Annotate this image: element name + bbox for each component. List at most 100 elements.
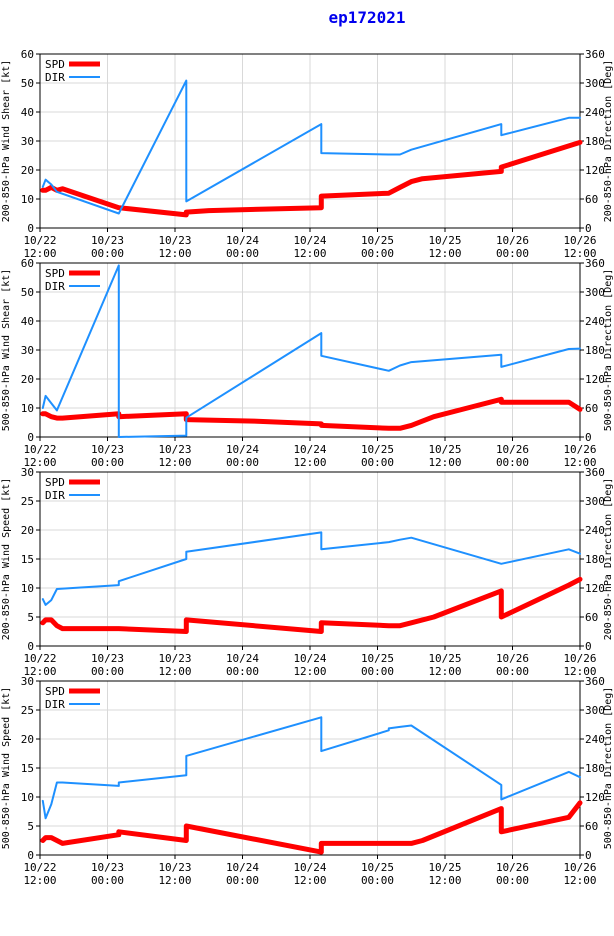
plot-frame (39, 471, 581, 647)
xtick-label: 10/24 (226, 652, 259, 665)
chart-title: ep172021 (328, 8, 406, 27)
xtick-label: 10/22 (23, 861, 56, 874)
plot-frame (39, 680, 581, 856)
ytick-right-label: 360 (585, 675, 605, 688)
xtick-label: 10/25 (361, 652, 394, 665)
ytick-right-label: 300 (585, 286, 605, 299)
xtick-label: 12:00 (563, 874, 596, 887)
xtick-label: 12:00 (23, 456, 56, 469)
ytick-left-label: 10 (21, 402, 34, 415)
xtick-label: 10/24 (293, 652, 326, 665)
ytick-right-label: 60 (585, 193, 598, 206)
xtick-label: 00:00 (496, 665, 529, 678)
ytick-left-label: 20 (21, 373, 34, 386)
xtick-label: 12:00 (428, 665, 461, 678)
ytick-right-label: 0 (585, 640, 592, 653)
series-spd-line (40, 576, 583, 634)
xtick-label: 10/25 (361, 443, 394, 456)
ytick-right-label: 180 (585, 135, 605, 148)
xtick-label: 10/24 (293, 234, 326, 247)
ytick-right-label: 360 (585, 48, 605, 61)
ytick-left-label: 30 (21, 675, 34, 688)
xtick-label: 12:00 (293, 247, 326, 260)
xtick-label: 10/24 (226, 861, 259, 874)
xtick-label: 10/23 (158, 443, 191, 456)
y-axis-label-left: 500-850-hPa Wind Speed [kt] (1, 687, 12, 850)
xtick-label: 00:00 (226, 665, 259, 678)
xtick-label: 00:00 (361, 874, 394, 887)
legend-label: SPD (45, 58, 65, 71)
xtick-label: 10/23 (91, 652, 124, 665)
y-axis-label-left: 200-850-hPa Wind Shear [kt] (1, 60, 12, 223)
y-axis-label-right: 500-850-hPa Direction [Deg] (603, 687, 614, 850)
ytick-left-label: 30 (21, 466, 34, 479)
ytick-right-label: 60 (585, 820, 598, 833)
xtick-label: 10/23 (158, 861, 191, 874)
xtick-label: 10/26 (563, 652, 596, 665)
series-dir-line (41, 264, 581, 438)
ytick-right-label: 60 (585, 611, 598, 624)
series-spd-line (40, 800, 583, 855)
legend-label: SPD (45, 267, 65, 280)
xtick-label: 12:00 (23, 247, 56, 260)
xtick-label: 10/23 (91, 443, 124, 456)
ytick-right-label: 120 (585, 791, 605, 804)
xtick-label: 00:00 (91, 665, 124, 678)
ytick-left-label: 15 (21, 553, 34, 566)
xtick-label: 10/24 (226, 443, 259, 456)
panel-1: 010203040506006012018024030036010/2212:0… (1, 48, 614, 260)
series-dir-line (41, 716, 581, 820)
xtick-label: 10/26 (496, 652, 529, 665)
ytick-right-label: 240 (585, 524, 605, 537)
y-axis-label-right: 500-850-hPa Direction [Deg] (603, 269, 614, 432)
xtick-label: 00:00 (91, 456, 124, 469)
panel-3: 05101520253006012018024030036010/2212:00… (1, 466, 614, 678)
ytick-left-label: 60 (21, 48, 34, 61)
xtick-label: 10/23 (91, 861, 124, 874)
xtick-label: 12:00 (293, 456, 326, 469)
xtick-label: 10/24 (293, 861, 326, 874)
ytick-right-label: 180 (585, 553, 605, 566)
xtick-label: 10/25 (361, 234, 394, 247)
xtick-label: 12:00 (23, 874, 56, 887)
ytick-left-label: 5 (27, 611, 34, 624)
xtick-label: 10/24 (226, 234, 259, 247)
ytick-right-label: 0 (585, 222, 592, 235)
y-axis-label-right: 200-850-hPa Direction [Deg] (603, 478, 614, 641)
xtick-label: 10/25 (428, 234, 461, 247)
legend-label: SPD (45, 685, 65, 698)
ytick-left-label: 50 (21, 286, 34, 299)
xtick-label: 00:00 (226, 247, 259, 260)
y-axis-label-right: 200-850-hPa Direction [Deg] (603, 60, 614, 223)
ytick-left-label: 20 (21, 524, 34, 537)
xtick-label: 12:00 (428, 247, 461, 260)
ytick-right-label: 300 (585, 704, 605, 717)
ytick-right-label: 120 (585, 164, 605, 177)
xtick-label: 10/25 (361, 861, 394, 874)
ytick-left-label: 0 (27, 431, 34, 444)
ytick-left-label: 20 (21, 164, 34, 177)
xtick-label: 00:00 (496, 247, 529, 260)
ytick-left-label: 60 (21, 257, 34, 270)
xtick-label: 10/25 (428, 443, 461, 456)
xtick-label: 10/26 (496, 861, 529, 874)
panel-2: 010203040506006012018024030036010/2212:0… (1, 257, 614, 469)
xtick-label: 10/24 (293, 443, 326, 456)
xtick-label: 00:00 (496, 456, 529, 469)
ytick-left-label: 0 (27, 849, 34, 862)
xtick-label: 12:00 (428, 874, 461, 887)
xtick-label: 10/26 (563, 234, 596, 247)
ytick-right-label: 300 (585, 77, 605, 90)
xtick-label: 10/25 (428, 861, 461, 874)
ytick-right-label: 240 (585, 315, 605, 328)
xtick-label: 12:00 (563, 665, 596, 678)
ytick-right-label: 60 (585, 402, 598, 415)
ytick-left-label: 0 (27, 222, 34, 235)
xtick-label: 12:00 (293, 874, 326, 887)
xtick-label: 12:00 (158, 874, 191, 887)
legend-label: DIR (45, 280, 65, 293)
legend-label: DIR (45, 71, 65, 84)
xtick-label: 12:00 (158, 665, 191, 678)
xtick-label: 12:00 (563, 247, 596, 260)
